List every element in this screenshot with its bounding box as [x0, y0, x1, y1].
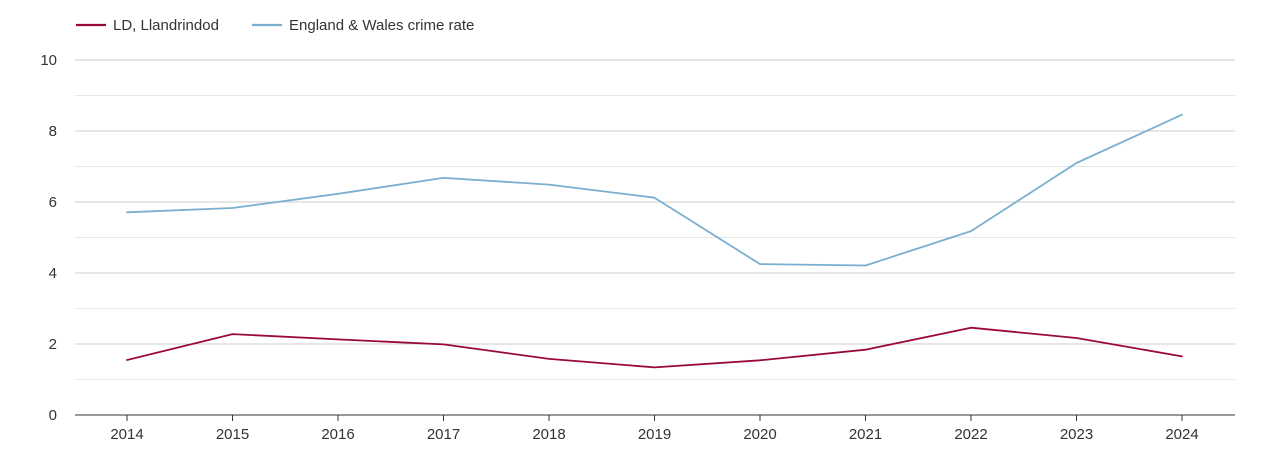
y-tick-label: 2 [49, 336, 57, 353]
y-axis: 0 2 4 6 8 10 [40, 52, 57, 424]
x-axis: 2014 2015 2016 2017 2018 2019 2020 2021 2022 2023… [75, 414, 1235, 443]
x-tick-label: 2017 [427, 426, 460, 443]
x-tick-label: 2023 [1060, 426, 1093, 443]
y-tick-label: 0 [49, 407, 57, 424]
series-line-2 [126, 113, 1183, 267]
x-tick-label: 2015 [216, 426, 249, 443]
legend-label: England & Wales crime rate [289, 17, 474, 34]
y-tick-label: 10 [40, 52, 57, 69]
legend: LD, Llandrindod England & Wales crime rat… [76, 17, 474, 34]
x-tick-label: 2024 [1165, 426, 1198, 443]
y-tick-label: 4 [49, 265, 57, 282]
x-tick-label: 2019 [638, 426, 671, 443]
x-tick-label: 2018 [532, 426, 565, 443]
legend-item: England & Wales crime rate [252, 17, 474, 34]
series-lines [126, 113, 1183, 369]
y-tick-label: 8 [49, 123, 57, 140]
series-line-1 [126, 326, 1183, 369]
x-tick-label: 2022 [954, 426, 987, 443]
x-tick-label: 2021 [849, 426, 882, 443]
x-tick-label: 2014 [110, 426, 143, 443]
legend-label: LD, Llandrindod [113, 17, 219, 34]
x-tick-label: 2016 [321, 426, 354, 443]
y-tick-label: 6 [49, 194, 57, 211]
x-tick-label: 2020 [743, 426, 776, 443]
grid [75, 59, 1235, 380]
legend-item: LD, Llandrindod [76, 17, 219, 34]
